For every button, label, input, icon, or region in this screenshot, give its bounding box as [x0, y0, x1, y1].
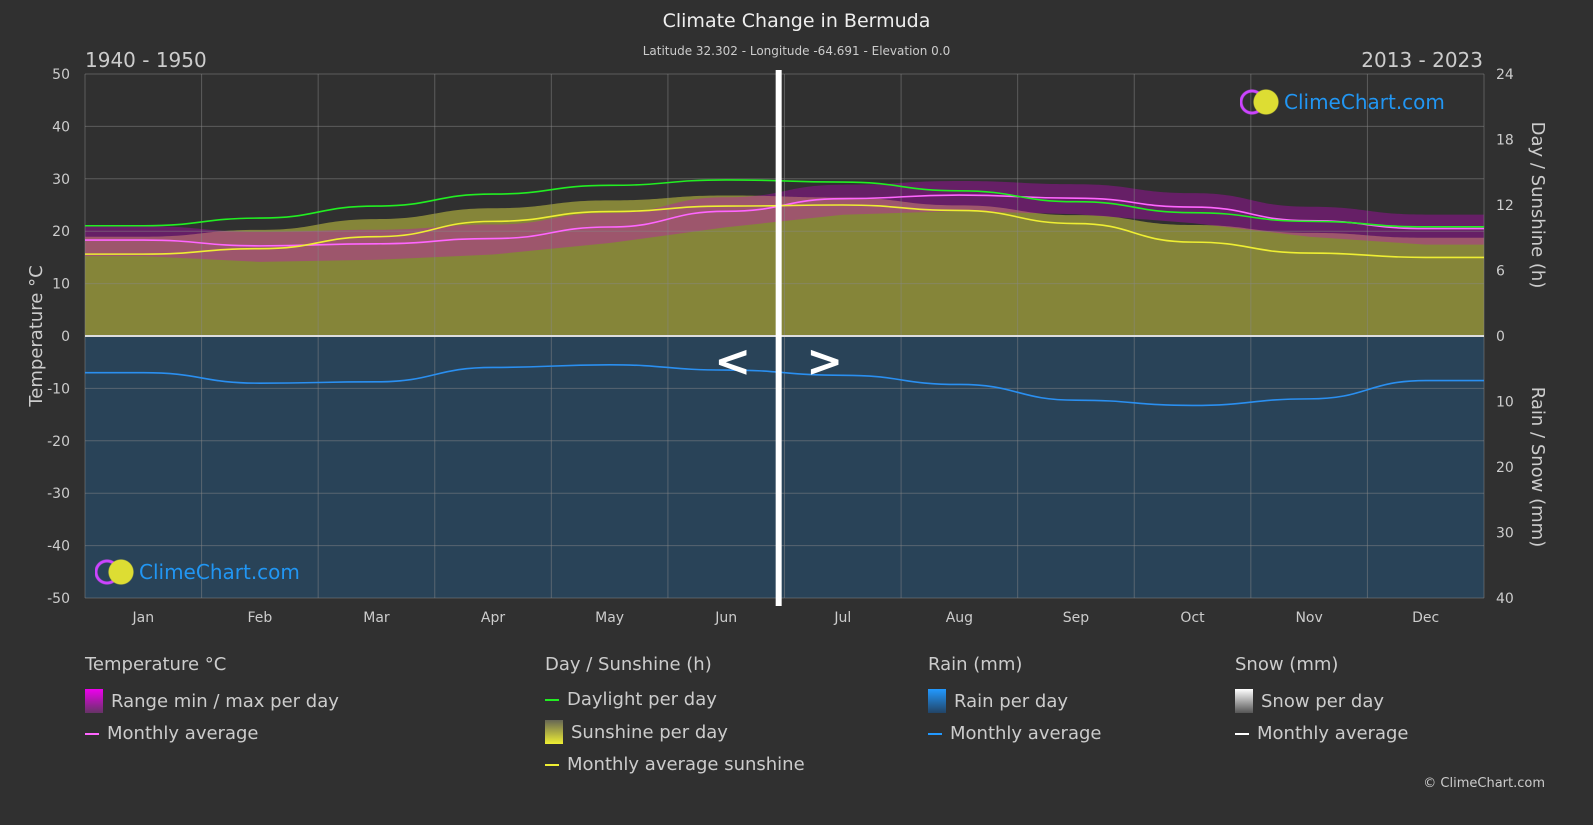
- legend-label: Rain per day: [954, 690, 1069, 712]
- ytick-left-label: -50: [47, 591, 70, 607]
- line-swatch-icon: [1235, 732, 1249, 735]
- ytick-left-label: -10: [47, 381, 70, 397]
- month-label-feb: Feb: [247, 610, 272, 626]
- legend-heading: Day / Sunshine (h): [545, 654, 712, 675]
- month-label-may: May: [595, 610, 624, 626]
- legend-heading: Snow (mm): [1235, 654, 1339, 675]
- period-right: 2013 - 2023: [1361, 48, 1483, 72]
- ytick-left-label: -30: [47, 486, 70, 502]
- ytick-right-rain-label: 40: [1496, 591, 1514, 607]
- legend-item-daylight: Daylight per day: [545, 689, 805, 710]
- logo-top: ClimeChart.com: [1240, 88, 1445, 116]
- month-label-dec: Dec: [1412, 610, 1439, 626]
- legend-label: Snow per day: [1261, 690, 1385, 712]
- legend-snow: Snow (mm) Snow per day Monthly average: [1235, 654, 1408, 744]
- ytick-left-label: -20: [47, 434, 70, 450]
- ytick-right-sun-label: 18: [1496, 133, 1514, 149]
- ytick-right-rain-label: 30: [1496, 526, 1514, 542]
- ytick-left-label: 40: [52, 119, 70, 135]
- ytick-right-rain-label: 10: [1496, 395, 1514, 411]
- ytick-left-label: 0: [61, 329, 70, 345]
- sunshine-swatch-icon: [545, 720, 563, 744]
- line-swatch-icon: [928, 732, 942, 735]
- legend-temperature: Temperature °C Range min / max per day M…: [85, 654, 339, 744]
- legend-label: Monthly average: [107, 723, 259, 744]
- legend-item-rain-avg: Monthly average: [928, 723, 1101, 744]
- ytick-right-sun-label: 12: [1496, 198, 1514, 214]
- ylabel-right-bottom: Rain / Snow (mm): [1527, 387, 1548, 547]
- period-divider-handle[interactable]: [775, 70, 782, 606]
- legend-item-sunshine-avg: Monthly average sunshine: [545, 754, 805, 775]
- ytick-right-sun-label: 6: [1496, 264, 1505, 280]
- month-label-jul: Jul: [833, 610, 851, 626]
- legend-label: Monthly average sunshine: [567, 754, 805, 775]
- legend-item-range: Range min / max per day: [85, 689, 339, 713]
- month-label-nov: Nov: [1295, 610, 1322, 626]
- logo-icon: [1240, 88, 1280, 116]
- ylabel-left: Temperature °C: [26, 265, 47, 407]
- line-swatch-icon: [545, 763, 559, 766]
- range-swatch-icon: [85, 689, 103, 713]
- legend-label: Daylight per day: [567, 689, 717, 710]
- legend-item-rain: Rain per day: [928, 689, 1101, 713]
- plot-svg: 50 40 30 20 10 0 -10 -20 -30 -40 -50 Jan Feb Mar Apr Ma…: [26, 67, 1548, 626]
- legend-item-snow: Snow per day: [1235, 689, 1408, 713]
- month-label-mar: Mar: [363, 610, 390, 626]
- line-swatch-icon: [85, 732, 99, 735]
- month-label-apr: Apr: [481, 610, 505, 626]
- ytick-right-rain-label: 20: [1496, 460, 1514, 476]
- daylight-line: [85, 179, 1484, 228]
- month-label-jun: Jun: [714, 610, 737, 626]
- ytick-left-label: 10: [52, 277, 70, 293]
- legend-item-sunshine: Sunshine per day: [545, 720, 805, 744]
- legend-item-temp-avg: Monthly average: [85, 723, 339, 744]
- legend-label: Monthly average: [950, 723, 1102, 744]
- legend-heading: Rain (mm): [928, 654, 1023, 675]
- next-arrow-button[interactable]: >: [806, 336, 843, 387]
- legend-item-snow-avg: Monthly average: [1235, 723, 1408, 744]
- rain-swatch-icon: [928, 689, 946, 713]
- month-label-jan: Jan: [131, 610, 154, 626]
- chart-title: Climate Change in Bermuda: [662, 10, 931, 32]
- prev-arrow-button[interactable]: <: [714, 336, 751, 387]
- legend-rain: Rain (mm) Rain per day Monthly average: [928, 654, 1101, 744]
- month-label-aug: Aug: [946, 610, 973, 626]
- ytick-right-sun-label: 24: [1496, 67, 1514, 83]
- month-label-oct: Oct: [1180, 610, 1205, 626]
- copyright: © ClimeChart.com: [1423, 776, 1545, 791]
- snow-swatch-icon: [1235, 689, 1253, 713]
- chart-subtitle: Latitude 32.302 - Longitude -64.691 - El…: [642, 44, 951, 58]
- line-swatch-icon: [545, 698, 559, 701]
- legend-sun: Day / Sunshine (h) Daylight per day Suns…: [545, 654, 805, 775]
- ytick-left-label: 50: [52, 67, 70, 83]
- logo-text: ClimeChart.com: [1284, 90, 1445, 114]
- ylabel-right-top: Day / Sunshine (h): [1527, 122, 1548, 289]
- period-left: 1940 - 1950: [85, 48, 207, 72]
- logo-bottom: ClimeChart.com: [95, 558, 300, 586]
- ytick-left-label: -40: [47, 539, 70, 555]
- legend-label: Sunshine per day: [571, 721, 728, 743]
- ytick-left-label: 30: [52, 172, 70, 188]
- legend-label: Range min / max per day: [111, 690, 339, 712]
- logo-icon: [95, 558, 135, 586]
- ytick-right-sun-label: 0: [1496, 329, 1505, 345]
- logo-text: ClimeChart.com: [139, 560, 300, 584]
- ytick-left-label: 20: [52, 224, 70, 240]
- legend-heading: Temperature °C: [85, 654, 227, 675]
- month-label-sep: Sep: [1063, 610, 1090, 626]
- legend-label: Monthly average: [1257, 723, 1409, 744]
- rain-monthly-average-line: [84, 364, 1484, 407]
